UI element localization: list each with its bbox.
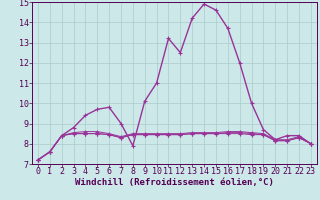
X-axis label: Windchill (Refroidissement éolien,°C): Windchill (Refroidissement éolien,°C) — [75, 178, 274, 187]
